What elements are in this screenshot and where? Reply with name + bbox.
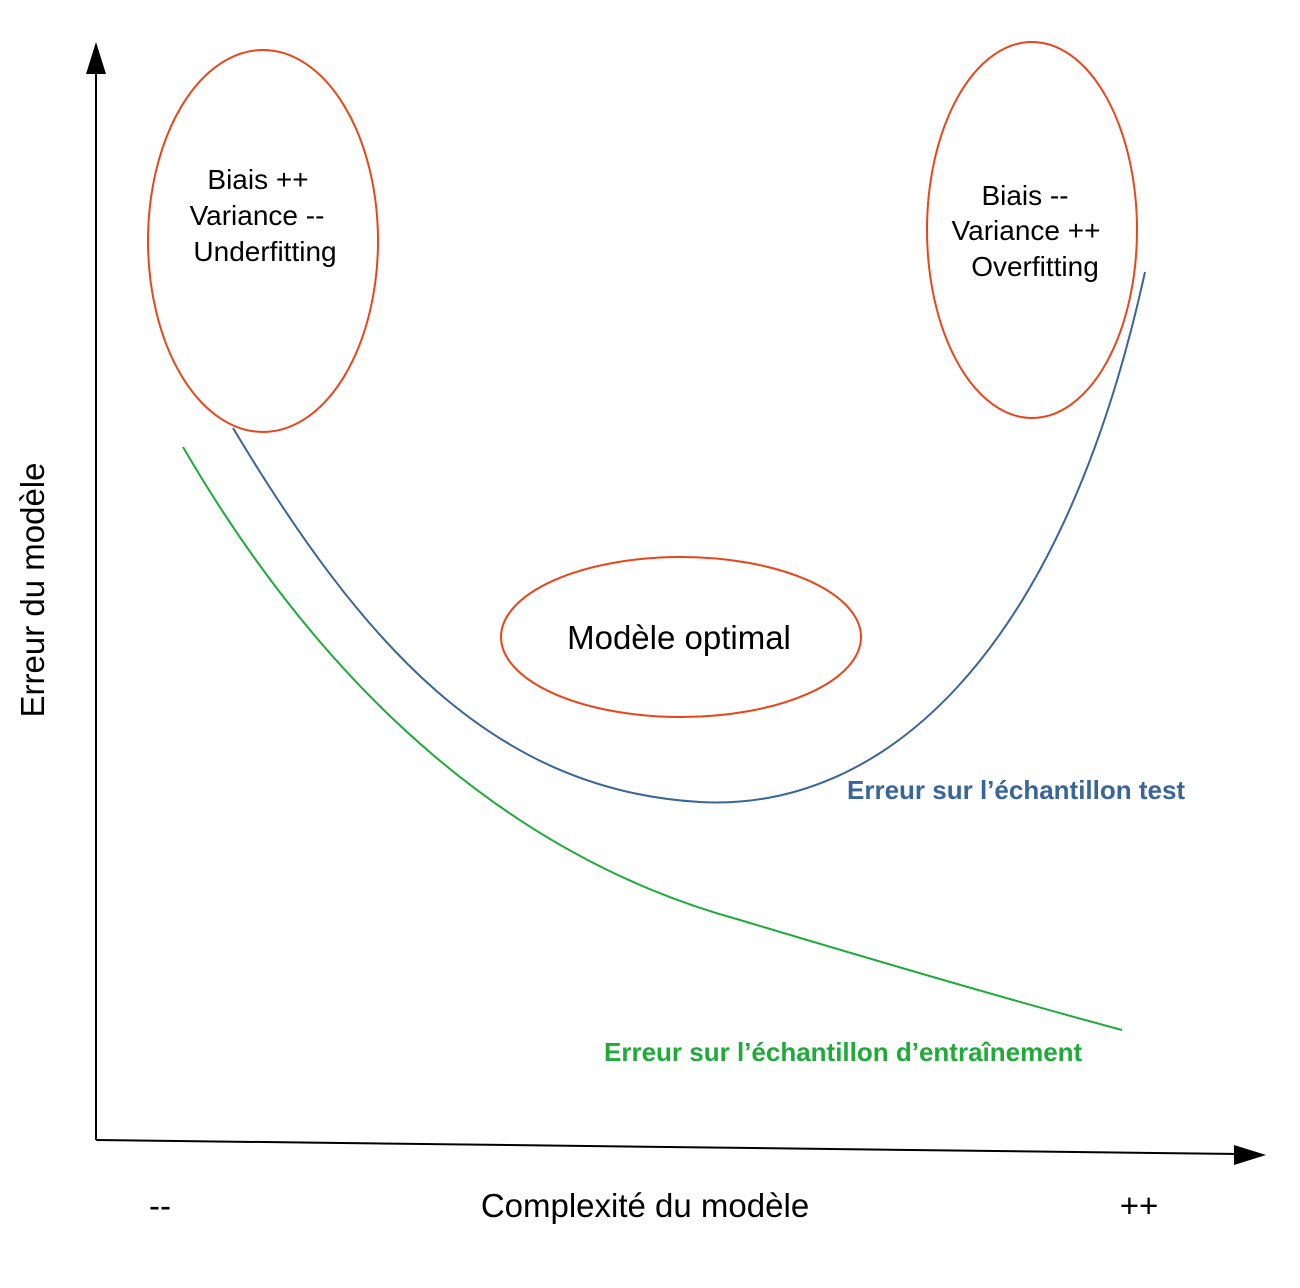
y-axis-arrow-icon <box>86 42 106 74</box>
optimal-model-ellipse <box>500 556 862 718</box>
overfitting-bias-text: Biais -- <box>981 180 1068 211</box>
test-error-curve <box>232 271 1146 804</box>
x-axis-min-label: -- <box>149 1187 171 1224</box>
overfitting-variance-text: Variance ++ <box>952 215 1101 246</box>
test-curve-label: Erreur sur l’échantillon test <box>847 775 1185 805</box>
underfitting-bias-text: Biais ++ <box>207 164 308 195</box>
overfitting-ellipse <box>926 41 1138 419</box>
underfitting-ellipse <box>147 49 379 433</box>
train-error-curve <box>182 446 1123 1031</box>
underfitting-label-text: Underfitting <box>193 236 336 267</box>
train-curve-label: Erreur sur l’échantillon d’entraînement <box>604 1037 1083 1067</box>
x-axis-line <box>95 1139 1241 1155</box>
overfitting-label-text: Overfitting <box>971 251 1099 282</box>
x-axis-max-label: ++ <box>1120 1187 1159 1224</box>
y-axis-title: Erreur du modèle <box>14 463 51 718</box>
underfitting-variance-text: Variance -- <box>190 200 325 231</box>
x-axis-arrow-icon <box>1234 1145 1266 1165</box>
optimal-model-text: Modèle optimal <box>567 619 791 656</box>
x-axis-title: Complexité du modèle <box>481 1187 809 1224</box>
